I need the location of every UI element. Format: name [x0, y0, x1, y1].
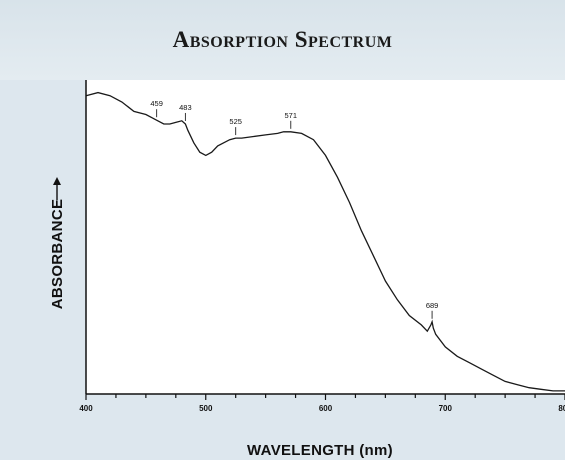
peak-label: 689 [426, 301, 439, 310]
x-tick-label: 400 [79, 404, 93, 413]
x-tick-label: 600 [319, 404, 333, 413]
plot-area [86, 80, 565, 394]
y-axis-arrow-icon [53, 177, 61, 200]
chart-title: Absorption Spectrum [0, 0, 565, 80]
x-axis-title: WAVELENGTH (nm) [247, 442, 393, 459]
x-tick-label: 500 [199, 404, 213, 413]
peak-annotations: 459 483 525 571 689 [150, 99, 438, 319]
y-axis-title: ABSORBANCE [49, 199, 66, 310]
y-axis-title-group: ABSORBANCE [49, 199, 66, 310]
peak-label: 571 [285, 111, 298, 120]
peak-label: 483 [179, 103, 192, 112]
x-tick-label: 700 [439, 404, 453, 413]
peak-label: 459 [150, 99, 163, 108]
x-tick-label: 800 [558, 404, 565, 413]
peak-label: 525 [229, 117, 242, 126]
x-axis-ticks: 400 500 600 700 800 [79, 394, 565, 413]
absorbance-series-line [85, 91, 565, 392]
